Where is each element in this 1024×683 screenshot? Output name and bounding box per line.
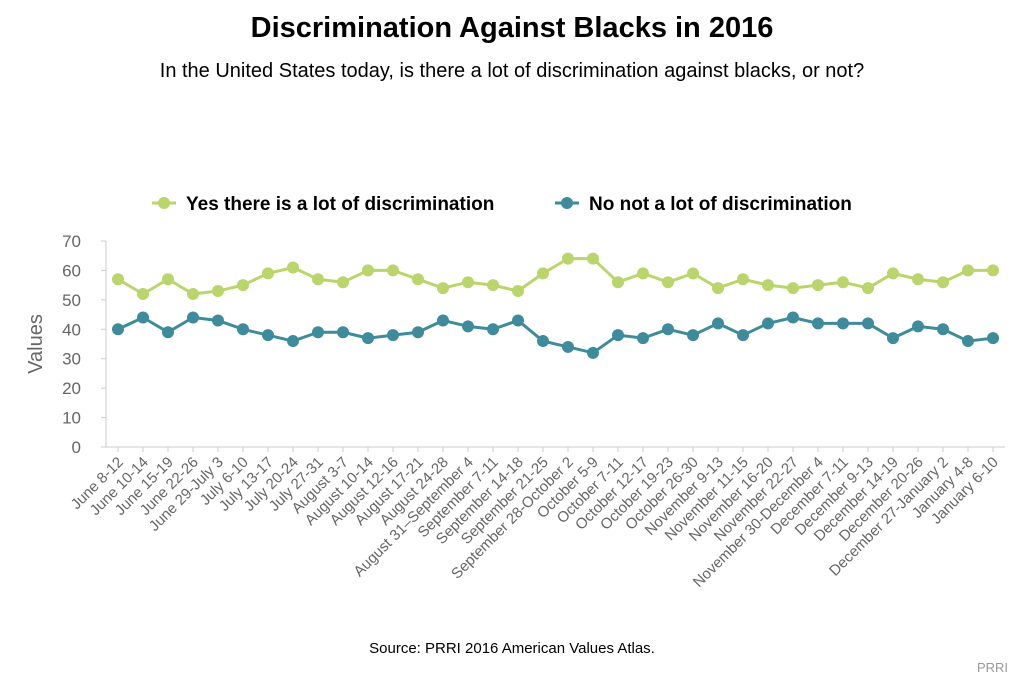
chart-subtitle: In the United States today, is there a l… bbox=[159, 60, 865, 82]
source-note: Source: PRRI 2016 American Values Atlas. bbox=[369, 640, 655, 657]
data-point-no[interactable] bbox=[237, 323, 249, 336]
data-point-yes[interactable] bbox=[687, 267, 699, 280]
data-point-yes[interactable] bbox=[487, 279, 499, 292]
data-point-yes[interactable] bbox=[887, 267, 899, 280]
data-point-yes[interactable] bbox=[962, 264, 974, 277]
legend: Yes there is a lot of discrimination No n… bbox=[152, 194, 852, 215]
y-tick-label: 40 bbox=[62, 320, 81, 339]
data-point-no[interactable] bbox=[287, 335, 299, 348]
data-point-no[interactable] bbox=[362, 332, 374, 345]
data-point-yes[interactable] bbox=[812, 279, 824, 292]
data-point-no[interactable] bbox=[387, 329, 399, 342]
legend-item-yes[interactable]: Yes there is a lot of discrimination bbox=[152, 194, 494, 215]
data-point-yes[interactable] bbox=[562, 252, 574, 265]
data-point-no[interactable] bbox=[612, 329, 624, 342]
data-point-no[interactable] bbox=[437, 314, 449, 327]
data-point-no[interactable] bbox=[112, 323, 124, 336]
legend-marker bbox=[561, 197, 573, 209]
data-point-no[interactable] bbox=[912, 320, 924, 333]
data-point-yes[interactable] bbox=[837, 276, 849, 289]
data-point-yes[interactable] bbox=[262, 267, 274, 280]
data-point-yes[interactable] bbox=[537, 267, 549, 280]
data-point-no[interactable] bbox=[462, 320, 474, 333]
data-point-no[interactable] bbox=[537, 335, 549, 348]
data-point-no[interactable] bbox=[337, 326, 349, 339]
data-point-no[interactable] bbox=[662, 323, 674, 336]
data-point-no[interactable] bbox=[812, 317, 824, 330]
y-tick-label: 30 bbox=[62, 350, 81, 369]
data-point-yes[interactable] bbox=[862, 282, 874, 295]
data-point-yes[interactable] bbox=[187, 287, 199, 300]
data-point-no[interactable] bbox=[762, 317, 774, 330]
data-point-yes[interactable] bbox=[112, 273, 124, 286]
data-point-yes[interactable] bbox=[762, 279, 774, 292]
y-tick-label: 10 bbox=[62, 409, 81, 428]
data-point-yes[interactable] bbox=[937, 276, 949, 289]
data-point-yes[interactable] bbox=[337, 276, 349, 289]
data-point-yes[interactable] bbox=[987, 264, 999, 277]
data-point-no[interactable] bbox=[512, 314, 524, 327]
data-point-yes[interactable] bbox=[587, 252, 599, 265]
legend-label: Yes there is a lot of discrimination bbox=[186, 194, 494, 215]
data-point-yes[interactable] bbox=[362, 264, 374, 277]
data-point-yes[interactable] bbox=[637, 267, 649, 280]
data-point-yes[interactable] bbox=[437, 282, 449, 295]
y-tick-label: 60 bbox=[62, 261, 81, 280]
data-point-no[interactable] bbox=[962, 335, 974, 348]
credit-label: PRRI bbox=[976, 660, 1008, 675]
chart-title: Discrimination Against Blacks in 2016 bbox=[250, 12, 774, 44]
data-point-no[interactable] bbox=[137, 311, 149, 324]
data-point-yes[interactable] bbox=[662, 276, 674, 289]
data-point-yes[interactable] bbox=[212, 285, 224, 298]
y-tick-label: 0 bbox=[72, 438, 81, 457]
y-tick-label: 50 bbox=[62, 291, 81, 310]
data-point-no[interactable] bbox=[937, 323, 949, 336]
data-point-yes[interactable] bbox=[712, 282, 724, 295]
data-point-no[interactable] bbox=[162, 326, 174, 339]
data-point-yes[interactable] bbox=[412, 273, 424, 286]
data-point-no[interactable] bbox=[737, 329, 749, 342]
data-point-no[interactable] bbox=[487, 323, 499, 336]
legend-marker bbox=[158, 197, 170, 209]
line-chart: Yes there is a lot of discrimination No n… bbox=[25, 194, 1005, 591]
data-point-yes[interactable] bbox=[312, 273, 324, 286]
data-point-yes[interactable] bbox=[787, 282, 799, 295]
series-line-yes bbox=[117, 257, 993, 296]
data-point-yes[interactable] bbox=[512, 285, 524, 298]
data-point-no[interactable] bbox=[212, 314, 224, 327]
data-point-yes[interactable] bbox=[612, 276, 624, 289]
series-line-no bbox=[117, 316, 994, 355]
data-point-yes[interactable] bbox=[737, 273, 749, 286]
data-point-yes[interactable] bbox=[162, 273, 174, 286]
data-point-no[interactable] bbox=[587, 346, 599, 359]
data-point-no[interactable] bbox=[412, 326, 424, 339]
data-point-no[interactable] bbox=[637, 332, 649, 345]
data-point-no[interactable] bbox=[312, 326, 324, 339]
y-tick-label: 70 bbox=[62, 232, 81, 251]
legend-item-no[interactable]: No not a lot of discrimination bbox=[555, 194, 852, 215]
data-point-no[interactable] bbox=[562, 340, 574, 353]
data-point-yes[interactable] bbox=[287, 261, 299, 274]
plot-area bbox=[112, 252, 999, 359]
data-point-no[interactable] bbox=[987, 332, 999, 345]
y-axis: 0 10 20 30 40 50 60 70 Values bbox=[25, 232, 107, 457]
y-axis-title: Values bbox=[25, 314, 47, 374]
data-point-no[interactable] bbox=[262, 329, 274, 342]
data-point-yes[interactable] bbox=[137, 287, 149, 300]
data-point-no[interactable] bbox=[187, 311, 199, 324]
legend-label: No not a lot of discrimination bbox=[589, 194, 852, 215]
data-point-no[interactable] bbox=[837, 317, 849, 330]
data-point-no[interactable] bbox=[787, 311, 799, 324]
data-point-yes[interactable] bbox=[387, 264, 399, 277]
data-point-no[interactable] bbox=[687, 329, 699, 342]
data-point-yes[interactable] bbox=[237, 279, 249, 292]
y-tick-label: 20 bbox=[62, 379, 81, 398]
data-point-yes[interactable] bbox=[912, 273, 924, 286]
data-point-no[interactable] bbox=[887, 332, 899, 345]
data-point-yes[interactable] bbox=[462, 276, 474, 289]
data-point-no[interactable] bbox=[862, 317, 874, 330]
data-point-no[interactable] bbox=[712, 317, 724, 330]
